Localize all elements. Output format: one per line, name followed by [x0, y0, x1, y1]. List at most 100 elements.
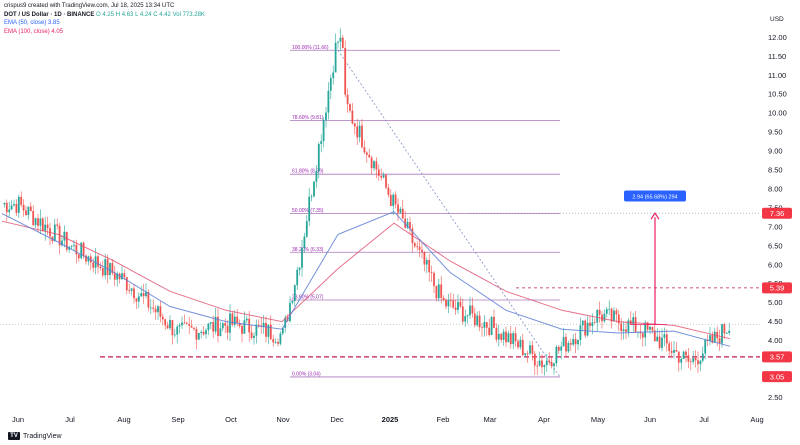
- candle-body: [133, 288, 135, 299]
- currency-label: USD: [770, 16, 784, 23]
- candle-body: [32, 211, 35, 226]
- measure-badge: [624, 190, 686, 202]
- candle-body: [73, 244, 75, 246]
- open-value: O 4.25: [96, 11, 115, 18]
- price-tag: [762, 282, 792, 294]
- candle-body: [164, 319, 167, 326]
- candle-body: [663, 334, 666, 338]
- measure-arrow-head: [650, 212, 660, 220]
- candle-body: [505, 331, 507, 343]
- candle-body: [531, 345, 534, 354]
- candle-body: [653, 330, 656, 342]
- candle-body: [488, 327, 491, 335]
- candle-body: [553, 363, 555, 367]
- low-value: L 4.24: [135, 11, 152, 18]
- candle-body: [37, 218, 39, 226]
- candle-body: [377, 169, 380, 176]
- fib-level-label: 61.80% (8.39): [292, 169, 324, 175]
- candle-body: [353, 123, 356, 127]
- candle-body: [457, 301, 459, 310]
- candle-body: [509, 333, 512, 345]
- candle-body: [517, 341, 519, 348]
- candle-body: [521, 339, 524, 356]
- candle-body: [29, 206, 32, 212]
- candle-body: [202, 331, 205, 335]
- candle-body: [543, 364, 546, 368]
- candle-body: [80, 242, 83, 259]
- candle-body: [579, 325, 582, 341]
- candle-body: [329, 78, 332, 91]
- candle-body: [231, 313, 234, 325]
- candle-body: [661, 337, 663, 348]
- candle-body: [473, 313, 476, 326]
- candle-body: [317, 143, 320, 172]
- candle-body: [255, 324, 258, 336]
- candle-body: [327, 90, 330, 113]
- candle-body: [61, 240, 63, 246]
- candle-body: [557, 346, 560, 351]
- candle-body: [385, 174, 387, 188]
- candle-body: [291, 301, 294, 303]
- candle-body: [433, 272, 435, 286]
- candle-body: [171, 320, 174, 336]
- candle-body: [85, 255, 87, 262]
- fib-level-label: 38.20% (6.33): [292, 247, 324, 253]
- candle-body: [27, 206, 30, 216]
- candle-body: [533, 353, 536, 366]
- y-tick-label: 5.00: [768, 298, 783, 307]
- fib-level-label: 0.00% (3.04): [292, 371, 321, 377]
- candle-body: [670, 351, 673, 353]
- candle-body: [293, 285, 296, 302]
- y-tick-label: 9.00: [768, 147, 783, 156]
- candle-body: [34, 218, 37, 226]
- candle-body: [586, 322, 589, 336]
- candle-body: [478, 315, 481, 328]
- candle-body: [161, 316, 164, 320]
- candle-body: [305, 221, 308, 237]
- candle-body: [416, 246, 419, 248]
- candle-body: [109, 263, 111, 276]
- ema50-legend[interactable]: EMA (50, close) 3.85: [4, 20, 60, 26]
- candle-body: [440, 284, 443, 298]
- candle-body: [409, 222, 411, 229]
- y-tick-label: 7.00: [768, 222, 783, 231]
- candle-body: [101, 268, 104, 276]
- x-tick-label: Jul: [699, 415, 709, 424]
- candle-body: [56, 224, 59, 226]
- symbol-line: DOT / US Dollar · 1D · BINANCE O 4.25 H …: [4, 11, 205, 20]
- candle-body: [289, 302, 291, 322]
- candle-body: [279, 333, 282, 344]
- candle-body: [142, 293, 145, 297]
- candle-body: [332, 72, 335, 79]
- candle-body: [459, 301, 462, 307]
- candle-body: [224, 323, 227, 326]
- candle-body: [190, 325, 193, 328]
- candle-body: [718, 338, 721, 344]
- y-tick-label: 8.00: [768, 184, 783, 193]
- candle-body: [651, 326, 654, 331]
- candle-body: [524, 353, 527, 356]
- candle-body: [375, 161, 378, 170]
- candle-body: [176, 326, 179, 335]
- candle-body: [241, 326, 243, 334]
- candle-body: [560, 346, 563, 351]
- candle-body: [641, 333, 644, 338]
- candle-body: [157, 306, 159, 313]
- candle-body: [265, 322, 267, 337]
- y-tick-label: 9.50: [768, 128, 783, 137]
- fib-level-label: 100.00% (11.66): [292, 45, 329, 51]
- ema100-legend[interactable]: EMA (100, close) 4.05: [4, 28, 64, 35]
- candle-body: [349, 104, 351, 111]
- candle-body: [205, 330, 207, 335]
- candle-body: [692, 357, 695, 362]
- candle-body: [181, 322, 183, 326]
- candle-body: [159, 306, 162, 317]
- candle-body: [243, 320, 246, 334]
- candle-body: [452, 300, 455, 308]
- x-tick-label: Jul: [65, 415, 75, 424]
- candle-body: [135, 298, 138, 302]
- candle-body: [200, 331, 203, 333]
- candle-body: [485, 322, 488, 328]
- symbol-name[interactable]: DOT / US Dollar · 1D · BINANCE: [4, 11, 95, 18]
